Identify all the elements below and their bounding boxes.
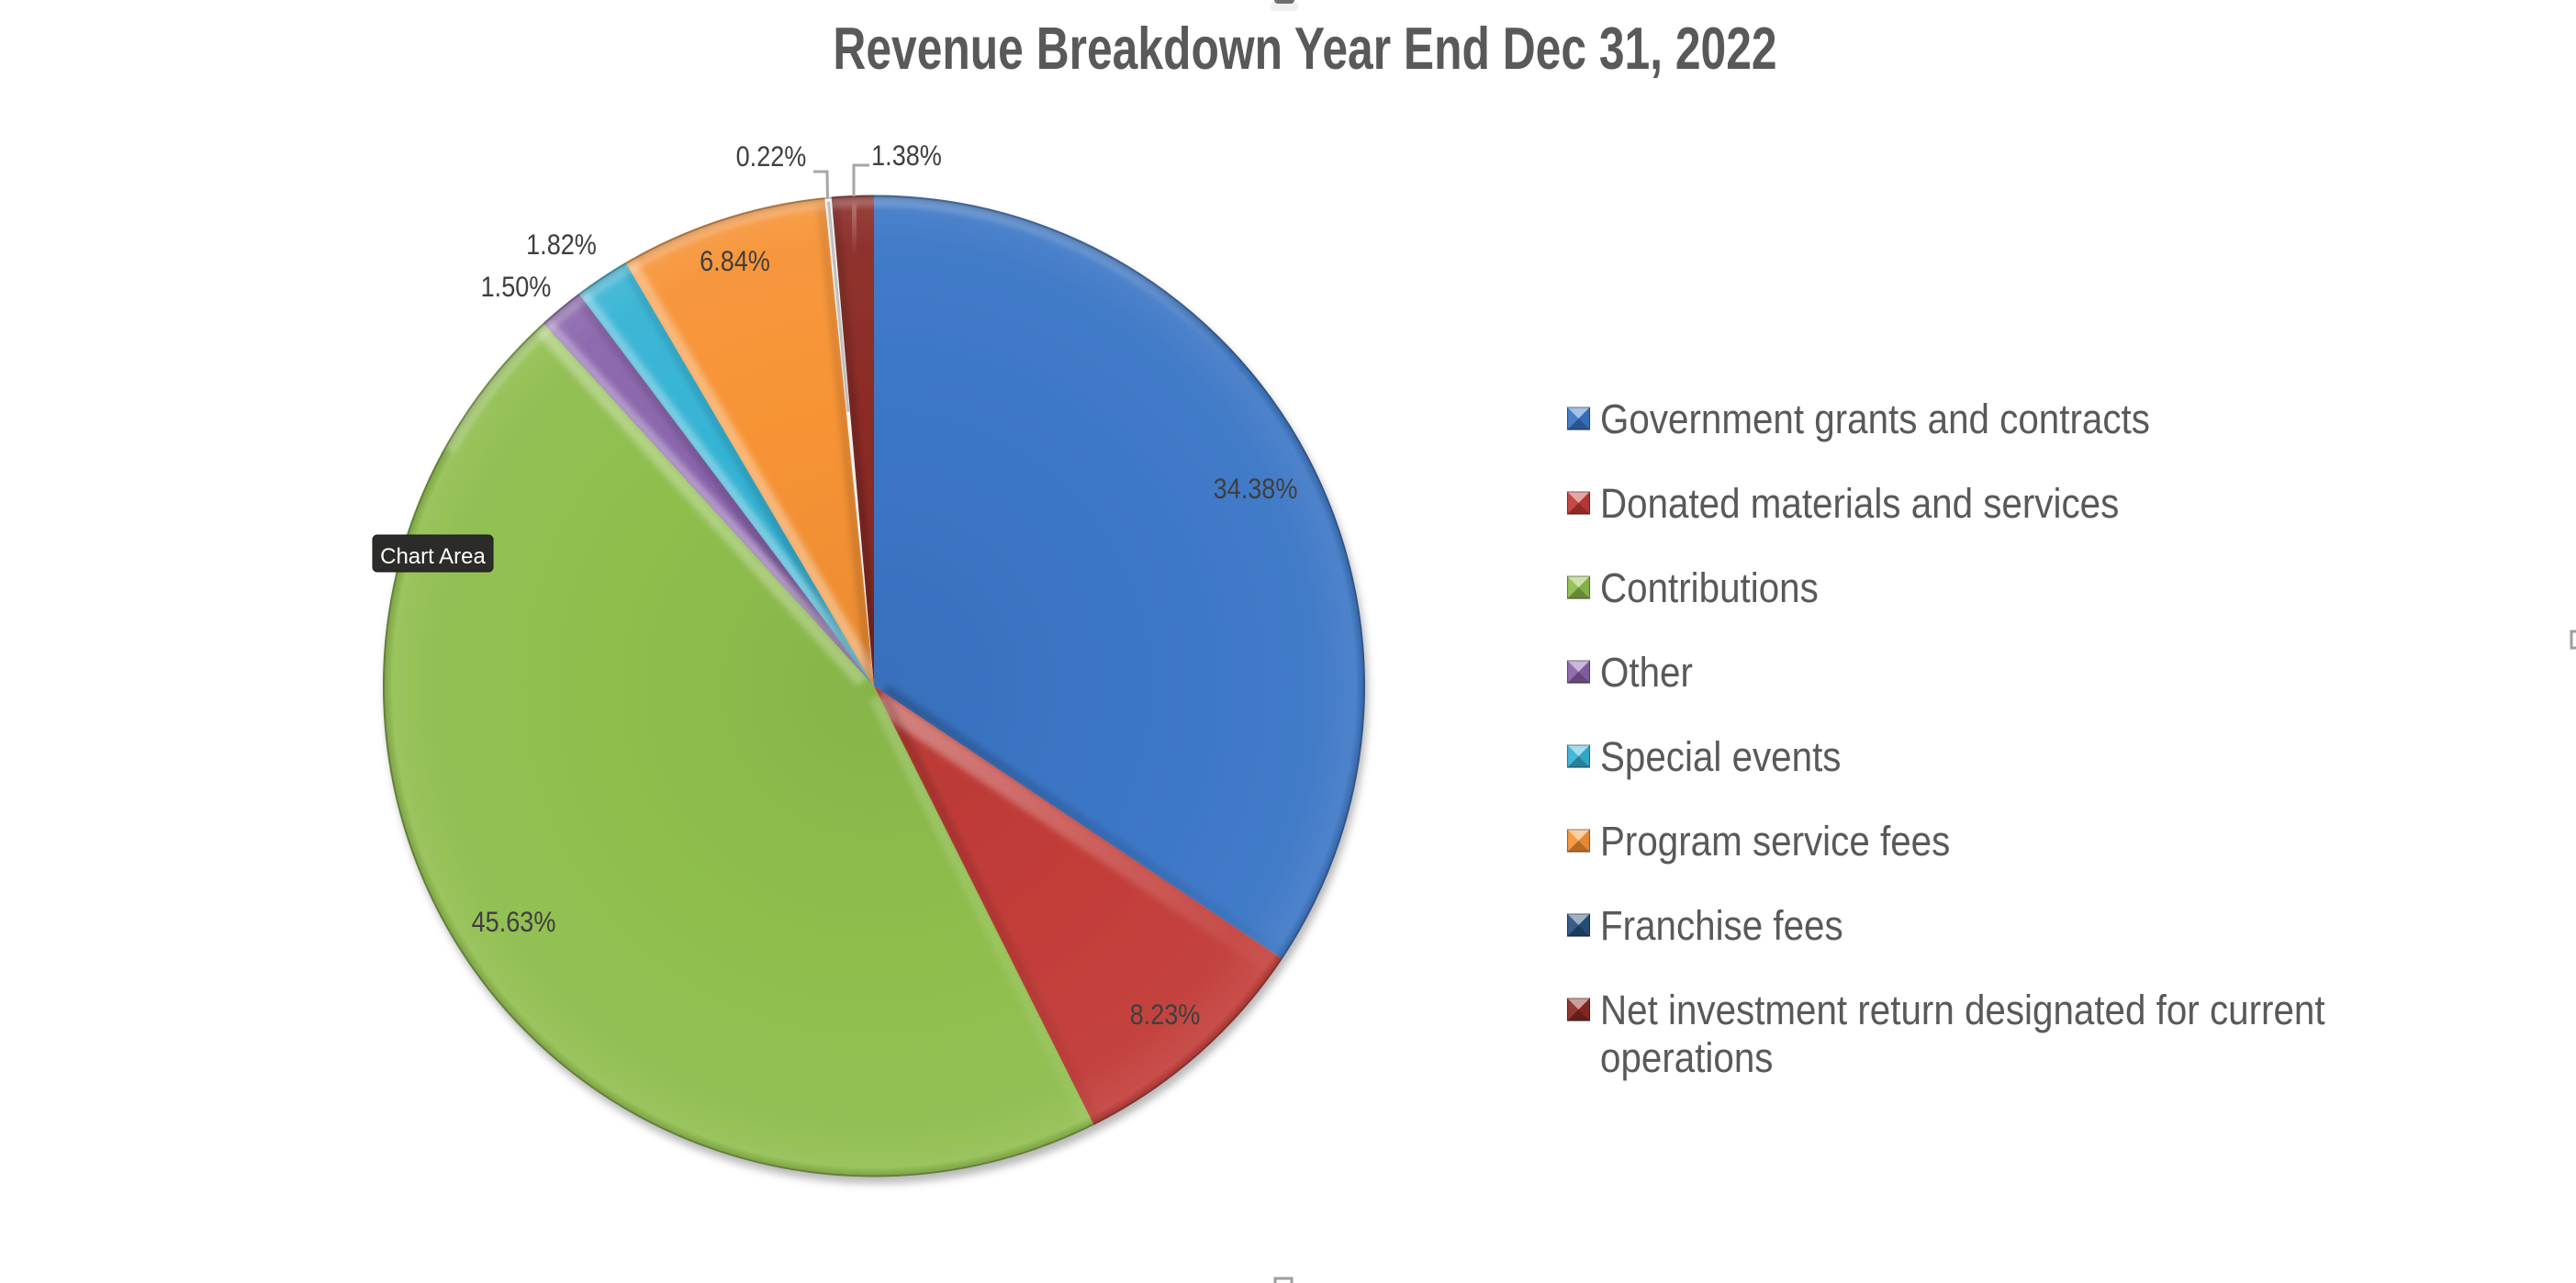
svg-text:Other: Other (1600, 650, 1693, 697)
svg-text:Donated materials and services: Donated materials and services (1600, 481, 2119, 528)
svg-text:operations: operations (1600, 1035, 1773, 1082)
svg-text:0.22%: 0.22% (736, 140, 807, 173)
svg-text:6.84%: 6.84% (700, 245, 770, 277)
svg-text:Special events: Special events (1600, 734, 1841, 781)
svg-text:Net investment return designat: Net investment return designated for cur… (1600, 987, 2325, 1034)
svg-text:Program service fees: Program service fees (1600, 819, 1950, 865)
svg-text:Government grants and contract: Government grants and contracts (1600, 396, 2150, 443)
svg-text:Franchise fees: Franchise fees (1600, 903, 1843, 950)
svg-text:Chart Area: Chart Area (380, 544, 486, 569)
svg-text:1.38%: 1.38% (871, 139, 942, 172)
svg-text:1.82%: 1.82% (526, 229, 597, 261)
svg-text:34.38%: 34.38% (1214, 473, 1298, 505)
svg-text:8.23%: 8.23% (1130, 999, 1201, 1031)
svg-text:Contributions: Contributions (1600, 565, 1819, 612)
svg-text:Revenue Breakdown Year End Dec: Revenue Breakdown Year End Dec 31, 2022 (833, 17, 1776, 83)
svg-text:1.50%: 1.50% (481, 271, 552, 303)
svg-text:45.63%: 45.63% (472, 906, 556, 938)
